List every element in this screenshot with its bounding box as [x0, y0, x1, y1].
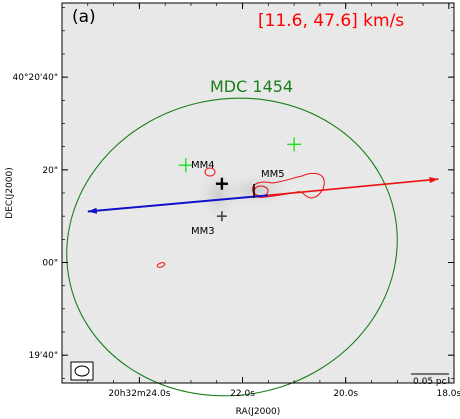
y-axis-label: DEC(J2000) [5, 167, 15, 218]
green-crosses [178, 137, 302, 173]
x-axis-ticks: 20h32m24.0s 22.0s 20.0s 18.0s [61, 3, 460, 399]
beam-box [70, 361, 94, 381]
region-label: MDC 1454 [210, 77, 293, 96]
x-tick-label: 20h32m24.0s [108, 389, 170, 399]
continuum-blob [193, 165, 243, 225]
y-axis-ticks: 40°20'40" 20" 00" 19'40" [13, 7, 454, 379]
y-tick-label: 20" [42, 166, 58, 176]
y-tick-label: 40°20'40" [13, 73, 58, 83]
panel-label: (a) [72, 7, 96, 27]
x-tick-label: 18.0s [436, 389, 460, 399]
source-label-mm4: MM4 [191, 160, 215, 171]
blue-outflow-arrow [87, 194, 269, 213]
red-contour-tiny [156, 262, 166, 268]
source-label-mm5: MM5 [261, 169, 285, 180]
x-axis-label: RA(J2000) [236, 407, 281, 417]
red-arrowhead [429, 176, 439, 183]
velocity-range: [11.6, 47.6] km/s [258, 11, 404, 31]
x-tick-label: 22.0s [230, 389, 255, 399]
beam-ellipse [74, 365, 90, 377]
red-outflow-arrow [268, 178, 439, 197]
y-tick-label: 19'40" [28, 351, 58, 361]
source-markers [215, 177, 228, 222]
scale-bar-label: 0.05 pc [413, 377, 447, 387]
mdc-region-ellipse [66, 97, 398, 397]
red-contour-small [204, 167, 216, 177]
red-lobe-contour [251, 172, 325, 199]
source-label-mm3: MM3 [191, 226, 215, 237]
x-tick-label: 20.0s [333, 389, 358, 399]
blue-arrowhead [87, 207, 98, 214]
y-tick-label: 00" [42, 259, 58, 269]
